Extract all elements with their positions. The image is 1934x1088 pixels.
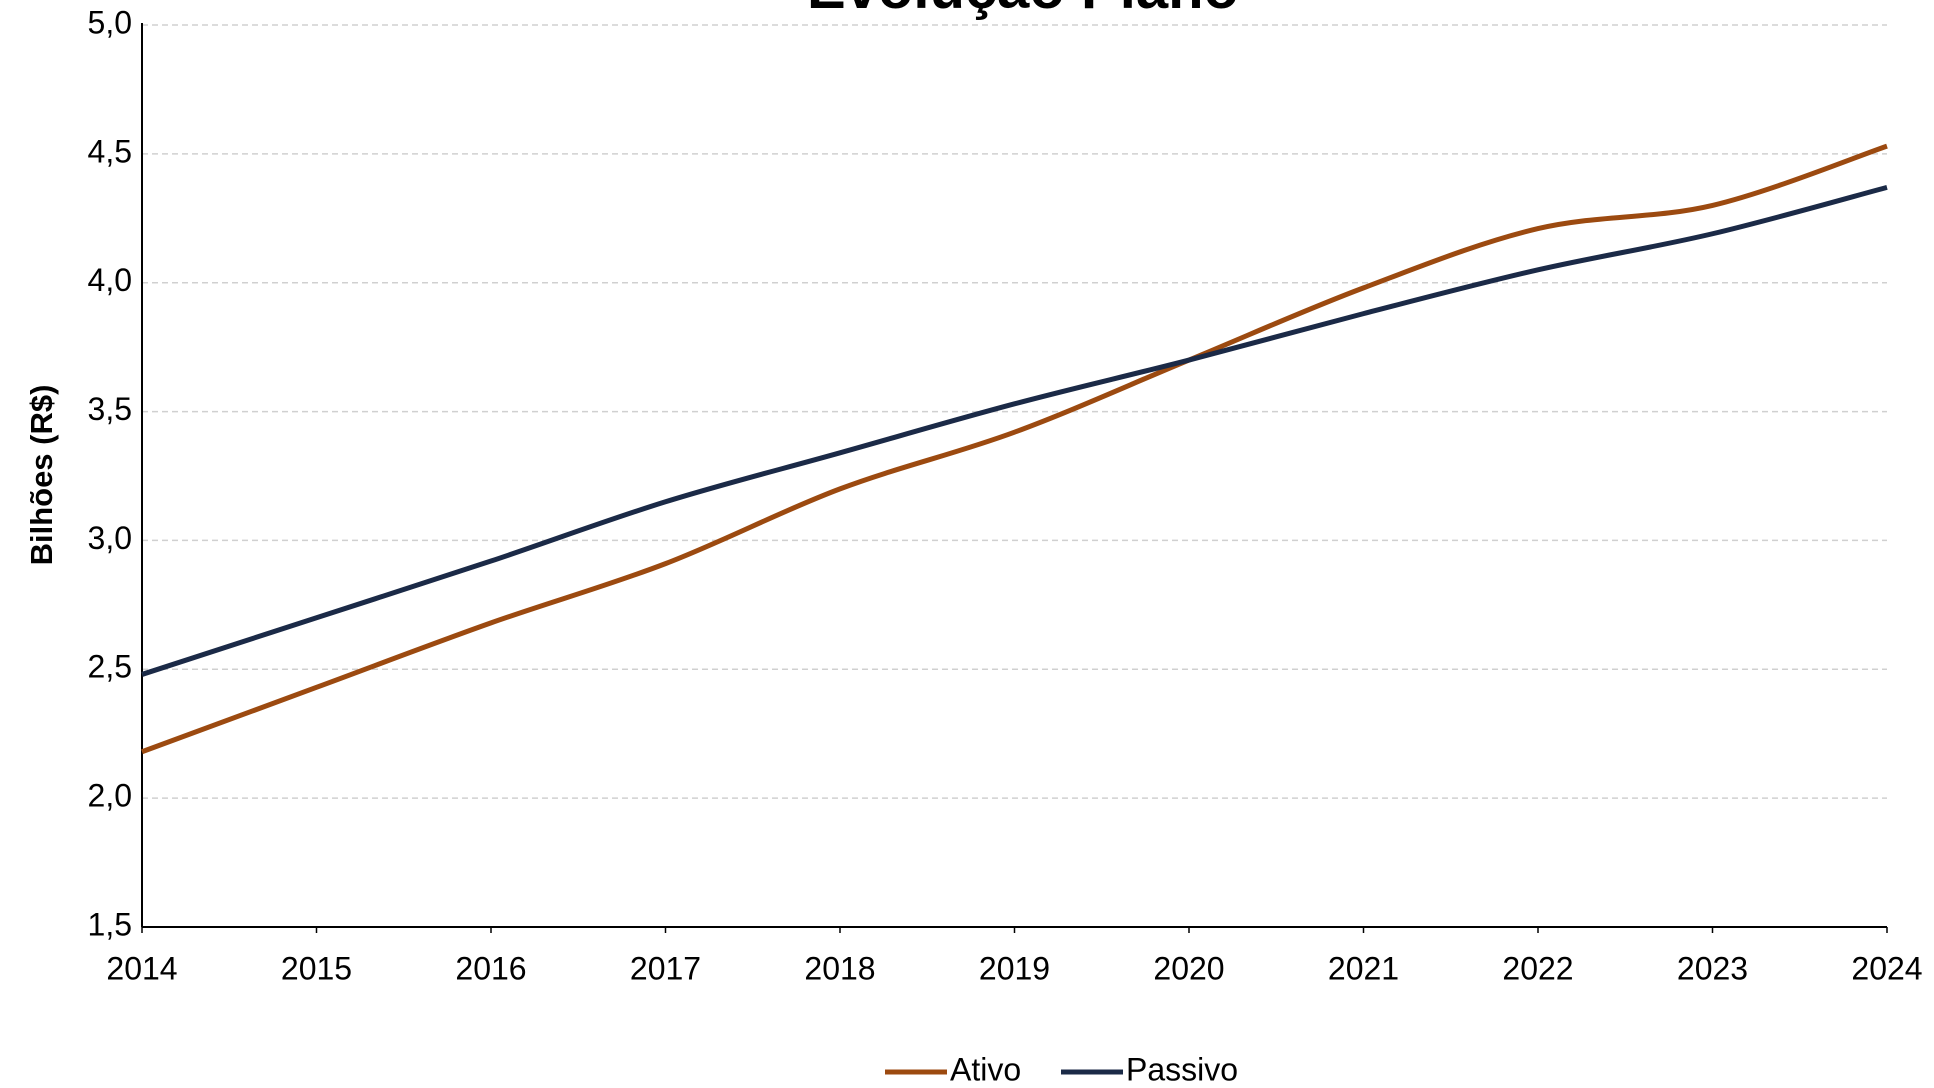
y-tick-label: 5,0 (88, 4, 132, 40)
x-tick-label: 2022 (1502, 950, 1573, 986)
chart-title: Evolução Plano (807, 0, 1239, 21)
x-tick-label: 2015 (281, 950, 352, 986)
legend-label: Ativo (950, 1051, 1021, 1087)
series-line (141, 143, 1888, 755)
legend-label: Passivo (1126, 1051, 1238, 1087)
y-tick-label: 3,5 (88, 391, 132, 427)
x-tick-label: 2023 (1677, 950, 1748, 986)
y-tick-label: 2,5 (88, 649, 132, 685)
y-tick-label: 3,0 (88, 520, 132, 556)
x-tick-label: 2016 (455, 950, 526, 986)
y-tick-label: 4,5 (88, 133, 132, 169)
x-tick-label: 2017 (630, 950, 701, 986)
x-tick-label: 2014 (106, 950, 177, 986)
x-tick-label: 2020 (1153, 950, 1224, 986)
x-tick-label: 2024 (1851, 950, 1922, 986)
y-tick-label: 4,0 (88, 262, 132, 298)
y-axis-label: Bilhões (R$) (24, 385, 59, 566)
series-line (141, 184, 1888, 677)
y-tick-label: 2,0 (88, 778, 132, 814)
x-tick-label: 2019 (979, 950, 1050, 986)
x-tick-label: 2018 (804, 950, 875, 986)
y-tick-label: 1,5 (88, 906, 132, 942)
x-tick-label: 2021 (1328, 950, 1399, 986)
